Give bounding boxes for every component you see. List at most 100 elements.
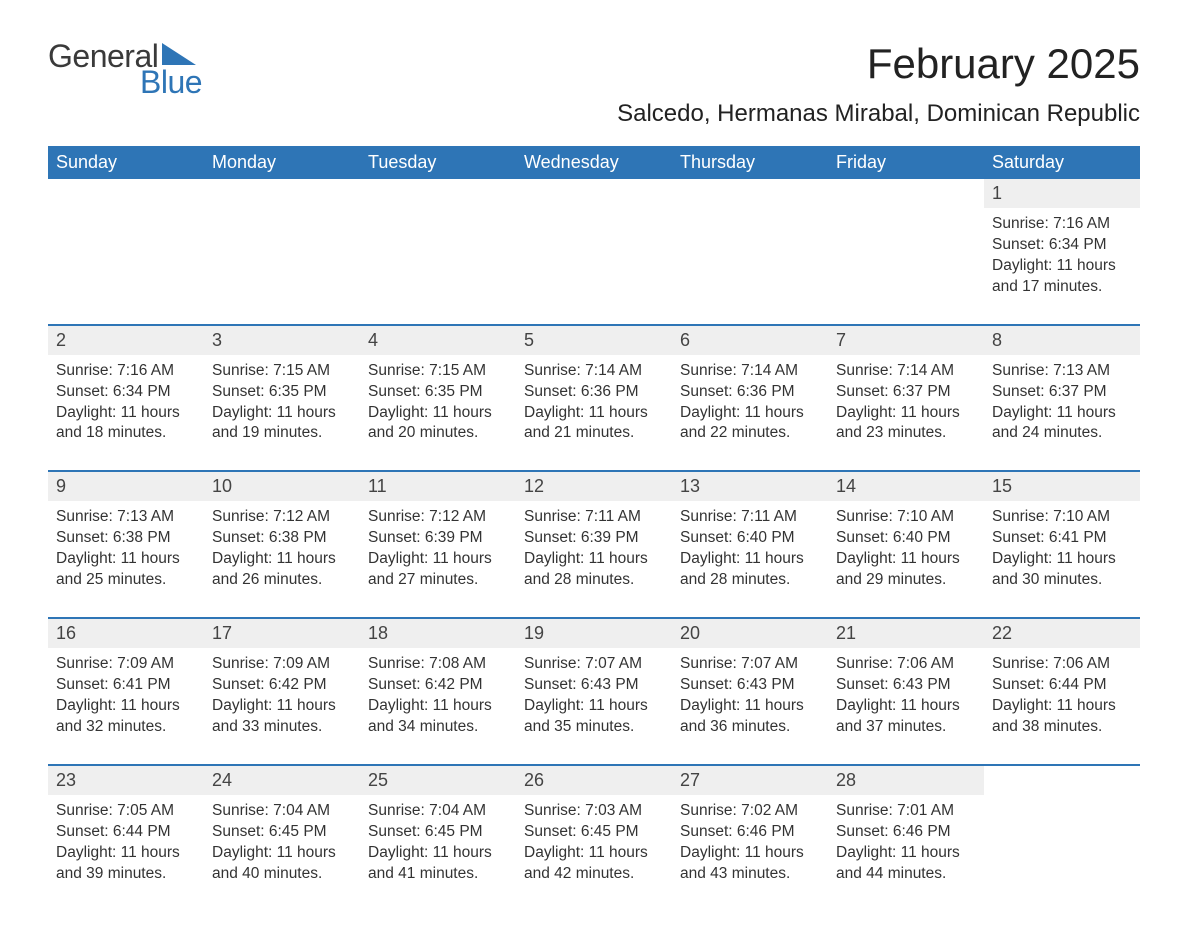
- day-d1: Daylight: 11 hours: [992, 403, 1132, 424]
- day-sunset: Sunset: 6:38 PM: [56, 528, 196, 549]
- day-number-cell: 11: [360, 471, 516, 501]
- day-sunrise: Sunrise: 7:12 AM: [368, 507, 508, 528]
- day-sunset: Sunset: 6:42 PM: [212, 675, 352, 696]
- day-d1: Daylight: 11 hours: [56, 549, 196, 570]
- day-number-cell: 19: [516, 618, 672, 648]
- day-d1: Daylight: 11 hours: [836, 696, 976, 717]
- day-d1: Daylight: 11 hours: [524, 403, 664, 424]
- day-d1: Daylight: 11 hours: [680, 549, 820, 570]
- day-content-cell: Sunrise: 7:04 AMSunset: 6:45 PMDaylight:…: [360, 795, 516, 911]
- day-number-cell: 4: [360, 325, 516, 355]
- day-content-cell: Sunrise: 7:16 AMSunset: 6:34 PMDaylight:…: [48, 355, 204, 472]
- day-number-row: 16171819202122: [48, 618, 1140, 648]
- day-d1: Daylight: 11 hours: [680, 696, 820, 717]
- day-sunset: Sunset: 6:37 PM: [992, 382, 1132, 403]
- day-content-cell: Sunrise: 7:06 AMSunset: 6:44 PMDaylight:…: [984, 648, 1140, 765]
- day-d2: and 43 minutes.: [680, 864, 820, 885]
- day-d1: Daylight: 11 hours: [524, 549, 664, 570]
- day-content-row: Sunrise: 7:16 AMSunset: 6:34 PMDaylight:…: [48, 355, 1140, 472]
- day-sunrise: Sunrise: 7:01 AM: [836, 801, 976, 822]
- day-content-cell: Sunrise: 7:01 AMSunset: 6:46 PMDaylight:…: [828, 795, 984, 911]
- day-d2: and 24 minutes.: [992, 423, 1132, 444]
- day-d1: Daylight: 11 hours: [56, 843, 196, 864]
- logo-word-blue: Blue: [140, 66, 202, 98]
- day-d2: and 38 minutes.: [992, 717, 1132, 738]
- day-number-cell: 13: [672, 471, 828, 501]
- page-title: February 2025: [617, 40, 1140, 88]
- day-number-cell: 21: [828, 618, 984, 648]
- day-sunset: Sunset: 6:43 PM: [524, 675, 664, 696]
- weekday-header: Tuesday: [360, 146, 516, 179]
- day-number-cell: 22: [984, 618, 1140, 648]
- day-content-cell: Sunrise: 7:07 AMSunset: 6:43 PMDaylight:…: [516, 648, 672, 765]
- calendar-table: Sunday Monday Tuesday Wednesday Thursday…: [48, 146, 1140, 910]
- day-content-cell: Sunrise: 7:05 AMSunset: 6:44 PMDaylight:…: [48, 795, 204, 911]
- day-d2: and 35 minutes.: [524, 717, 664, 738]
- day-d1: Daylight: 11 hours: [368, 696, 508, 717]
- day-content-cell: Sunrise: 7:10 AMSunset: 6:41 PMDaylight:…: [984, 501, 1140, 618]
- day-number-cell: 14: [828, 471, 984, 501]
- day-d1: Daylight: 11 hours: [368, 403, 508, 424]
- day-sunrise: Sunrise: 7:11 AM: [524, 507, 664, 528]
- day-sunset: Sunset: 6:41 PM: [992, 528, 1132, 549]
- day-content-cell: [360, 208, 516, 325]
- day-number-row: 2345678: [48, 325, 1140, 355]
- day-sunset: Sunset: 6:45 PM: [524, 822, 664, 843]
- day-d1: Daylight: 11 hours: [212, 843, 352, 864]
- day-sunrise: Sunrise: 7:07 AM: [524, 654, 664, 675]
- day-d1: Daylight: 11 hours: [212, 696, 352, 717]
- day-number-cell: 15: [984, 471, 1140, 501]
- day-sunrise: Sunrise: 7:10 AM: [836, 507, 976, 528]
- day-number-cell: 8: [984, 325, 1140, 355]
- day-content-row: Sunrise: 7:05 AMSunset: 6:44 PMDaylight:…: [48, 795, 1140, 911]
- header: General Blue February 2025 Salcedo, Herm…: [48, 40, 1140, 138]
- weekday-header: Friday: [828, 146, 984, 179]
- day-d2: and 32 minutes.: [56, 717, 196, 738]
- day-d2: and 30 minutes.: [992, 570, 1132, 591]
- day-number-cell: 9: [48, 471, 204, 501]
- day-content-cell: Sunrise: 7:11 AMSunset: 6:39 PMDaylight:…: [516, 501, 672, 618]
- day-d1: Daylight: 11 hours: [836, 403, 976, 424]
- day-d2: and 33 minutes.: [212, 717, 352, 738]
- day-sunrise: Sunrise: 7:15 AM: [368, 361, 508, 382]
- day-d1: Daylight: 11 hours: [992, 696, 1132, 717]
- day-d2: and 27 minutes.: [368, 570, 508, 591]
- day-content-row: Sunrise: 7:16 AMSunset: 6:34 PMDaylight:…: [48, 208, 1140, 325]
- day-sunrise: Sunrise: 7:14 AM: [836, 361, 976, 382]
- day-d2: and 37 minutes.: [836, 717, 976, 738]
- day-number-cell: [516, 179, 672, 208]
- day-d2: and 40 minutes.: [212, 864, 352, 885]
- day-content-cell: Sunrise: 7:13 AMSunset: 6:38 PMDaylight:…: [48, 501, 204, 618]
- day-d2: and 28 minutes.: [524, 570, 664, 591]
- weekday-header: Thursday: [672, 146, 828, 179]
- day-d2: and 42 minutes.: [524, 864, 664, 885]
- day-sunrise: Sunrise: 7:10 AM: [992, 507, 1132, 528]
- location-subtitle: Salcedo, Hermanas Mirabal, Dominican Rep…: [617, 100, 1140, 128]
- day-number-cell: 25: [360, 765, 516, 795]
- day-number-cell: [48, 179, 204, 208]
- day-content-cell: Sunrise: 7:13 AMSunset: 6:37 PMDaylight:…: [984, 355, 1140, 472]
- day-sunrise: Sunrise: 7:07 AM: [680, 654, 820, 675]
- day-number-cell: 16: [48, 618, 204, 648]
- day-sunset: Sunset: 6:38 PM: [212, 528, 352, 549]
- day-sunrise: Sunrise: 7:04 AM: [212, 801, 352, 822]
- day-content-cell: [516, 208, 672, 325]
- day-content-row: Sunrise: 7:09 AMSunset: 6:41 PMDaylight:…: [48, 648, 1140, 765]
- day-number-cell: 17: [204, 618, 360, 648]
- day-sunrise: Sunrise: 7:02 AM: [680, 801, 820, 822]
- day-sunrise: Sunrise: 7:13 AM: [992, 361, 1132, 382]
- day-number-cell: 18: [360, 618, 516, 648]
- day-number-cell: 23: [48, 765, 204, 795]
- day-content-cell: [828, 208, 984, 325]
- day-number-cell: 7: [828, 325, 984, 355]
- day-number-cell: 12: [516, 471, 672, 501]
- day-sunrise: Sunrise: 7:16 AM: [992, 214, 1132, 235]
- day-sunset: Sunset: 6:46 PM: [836, 822, 976, 843]
- day-sunset: Sunset: 6:36 PM: [680, 382, 820, 403]
- day-number-cell: [828, 179, 984, 208]
- day-d2: and 39 minutes.: [56, 864, 196, 885]
- day-d1: Daylight: 11 hours: [992, 256, 1132, 277]
- day-d1: Daylight: 11 hours: [524, 843, 664, 864]
- day-sunset: Sunset: 6:40 PM: [836, 528, 976, 549]
- day-sunrise: Sunrise: 7:04 AM: [368, 801, 508, 822]
